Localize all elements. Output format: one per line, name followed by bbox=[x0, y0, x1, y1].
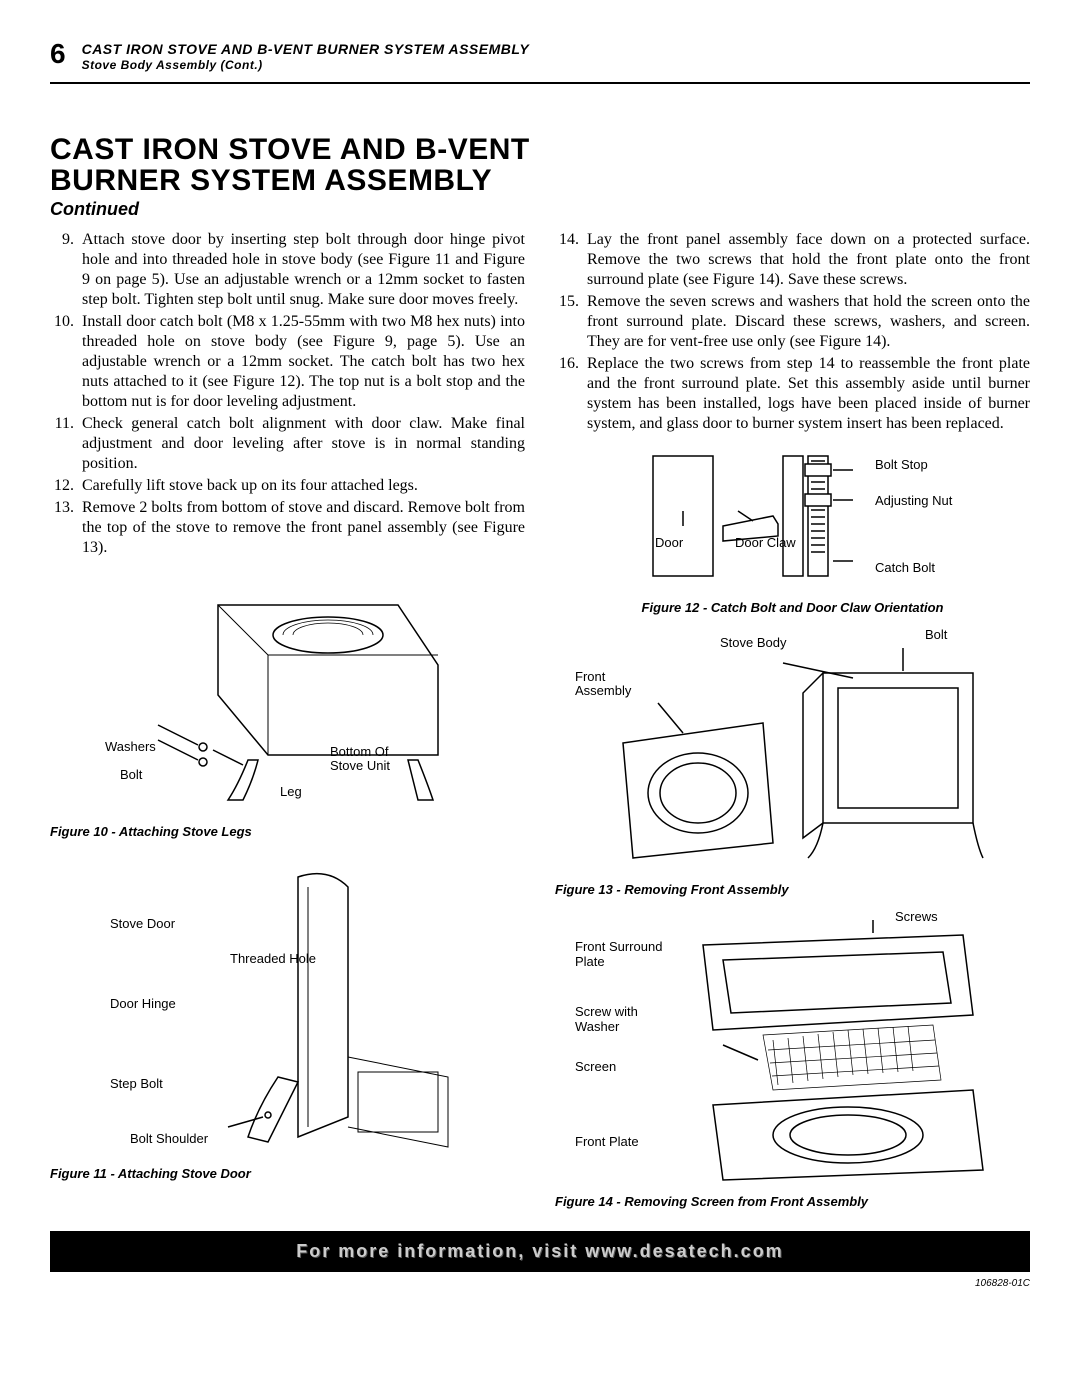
step-14: 14.Lay the front panel assembly face dow… bbox=[555, 230, 1030, 290]
title-line-2: BURNER SYSTEM ASSEMBLY bbox=[50, 164, 492, 197]
continued-label: Continued bbox=[50, 199, 1030, 220]
figure-12-image: Bolt Stop Adjusting Nut Door Door Claw C… bbox=[555, 446, 1030, 596]
step-12: 12.Carefully lift stove back up on its f… bbox=[50, 476, 525, 496]
label-door: Door bbox=[655, 536, 683, 550]
label-bolt: Bolt bbox=[120, 768, 142, 782]
label-washers: Washers bbox=[105, 740, 156, 754]
label-leg: Leg bbox=[280, 785, 302, 799]
figure-10: Washers Bolt Bottom Of Stove Unit Leg Fi… bbox=[50, 570, 525, 840]
page-number: 6 bbox=[50, 40, 66, 68]
left-column: 9.Attach stove door by inserting step bo… bbox=[50, 230, 525, 1211]
figure-13-image: Stove Body Bolt Front Assembly bbox=[555, 628, 1030, 878]
label-catch-bolt: Catch Bolt bbox=[875, 561, 935, 575]
label-hinge: Door Hinge bbox=[110, 997, 176, 1011]
step-11: 11.Check general catch bolt alignment wi… bbox=[50, 414, 525, 474]
figure-11-image: Stove Door Threaded Hole Door Hinge Step… bbox=[50, 852, 525, 1162]
header-title: CAST IRON STOVE AND B-VENT BURNER SYSTEM… bbox=[82, 40, 530, 58]
figure-13: Stove Body Bolt Front Assembly Figure 13… bbox=[555, 628, 1030, 898]
figure-11-caption: Figure 11 - Attaching Stove Door bbox=[50, 1166, 525, 1182]
label-front-plate: Front Plate bbox=[575, 1135, 639, 1149]
label-screw-washer: Screw with Washer bbox=[575, 1005, 638, 1034]
figure-13-caption: Figure 13 - Removing Front Assembly bbox=[555, 882, 1030, 898]
step-15: 15.Remove the seven screws and washers t… bbox=[555, 292, 1030, 352]
label-shoulder: Bolt Shoulder bbox=[130, 1132, 208, 1146]
label-bolt-13: Bolt bbox=[925, 628, 947, 642]
section-title: CAST IRON STOVE AND B-VENT BURNER SYSTEM… bbox=[50, 134, 1030, 197]
label-step-bolt: Step Bolt bbox=[110, 1077, 163, 1091]
title-line-1: CAST IRON STOVE AND B-VENT bbox=[50, 133, 530, 166]
label-stove-body: Stove Body bbox=[720, 636, 787, 650]
label-stove-door: Stove Door bbox=[110, 917, 175, 931]
page-header: 6 CAST IRON STOVE AND B-VENT BURNER SYST… bbox=[50, 40, 1030, 74]
figure-10-caption: Figure 10 - Attaching Stove Legs bbox=[50, 824, 525, 840]
right-column: 14.Lay the front panel assembly face dow… bbox=[555, 230, 1030, 1211]
label-bottom: Bottom Of Stove Unit bbox=[330, 745, 390, 774]
label-screws: Screws bbox=[895, 910, 938, 924]
document-id: 106828-01C bbox=[50, 1278, 1030, 1289]
figure-14-caption: Figure 14 - Removing Screen from Front A… bbox=[555, 1194, 1030, 1210]
label-screen: Screen bbox=[575, 1060, 616, 1074]
header-rule bbox=[50, 82, 1030, 84]
step-9: 9.Attach stove door by inserting step bo… bbox=[50, 230, 525, 310]
figure-12: Bolt Stop Adjusting Nut Door Door Claw C… bbox=[555, 446, 1030, 616]
header-titles: CAST IRON STOVE AND B-VENT BURNER SYSTEM… bbox=[82, 40, 530, 74]
figure-14-image: Screws Front Surround Plate Screw with W… bbox=[555, 910, 1030, 1190]
figure-12-caption: Figure 12 - Catch Bolt and Door Claw Ori… bbox=[555, 600, 1030, 616]
stove-legs-svg bbox=[98, 575, 478, 815]
label-threaded: Threaded Hole bbox=[230, 952, 316, 966]
step-13: 13.Remove 2 bolts from bottom of stove a… bbox=[50, 498, 525, 558]
label-surround: Front Surround Plate bbox=[575, 940, 662, 969]
steps-list-right: 14.Lay the front panel assembly face dow… bbox=[555, 230, 1030, 434]
catch-bolt-svg bbox=[563, 446, 1023, 596]
label-door-claw: Door Claw bbox=[735, 536, 796, 550]
steps-list-left: 9.Attach stove door by inserting step bo… bbox=[50, 230, 525, 558]
label-adj-nut: Adjusting Nut bbox=[875, 494, 952, 508]
manual-page: 6 CAST IRON STOVE AND B-VENT BURNER SYST… bbox=[0, 0, 1080, 1319]
figure-10-image: Washers Bolt Bottom Of Stove Unit Leg bbox=[50, 570, 525, 820]
step-10: 10.Install door catch bolt (M8 x 1.25-55… bbox=[50, 312, 525, 412]
figure-14: Screws Front Surround Plate Screw with W… bbox=[555, 910, 1030, 1210]
header-subtitle: Stove Body Assembly (Cont.) bbox=[82, 58, 530, 74]
label-bolt-stop: Bolt Stop bbox=[875, 458, 928, 472]
step-16: 16.Replace the two screws from step 14 t… bbox=[555, 354, 1030, 434]
figure-11: Stove Door Threaded Hole Door Hinge Step… bbox=[50, 852, 525, 1182]
label-front-asm: Front Assembly bbox=[575, 670, 631, 699]
footer-bar: For more information, visit www.desatech… bbox=[50, 1231, 1030, 1272]
two-column-layout: 9.Attach stove door by inserting step bo… bbox=[50, 230, 1030, 1211]
front-assembly-svg bbox=[563, 633, 1023, 873]
